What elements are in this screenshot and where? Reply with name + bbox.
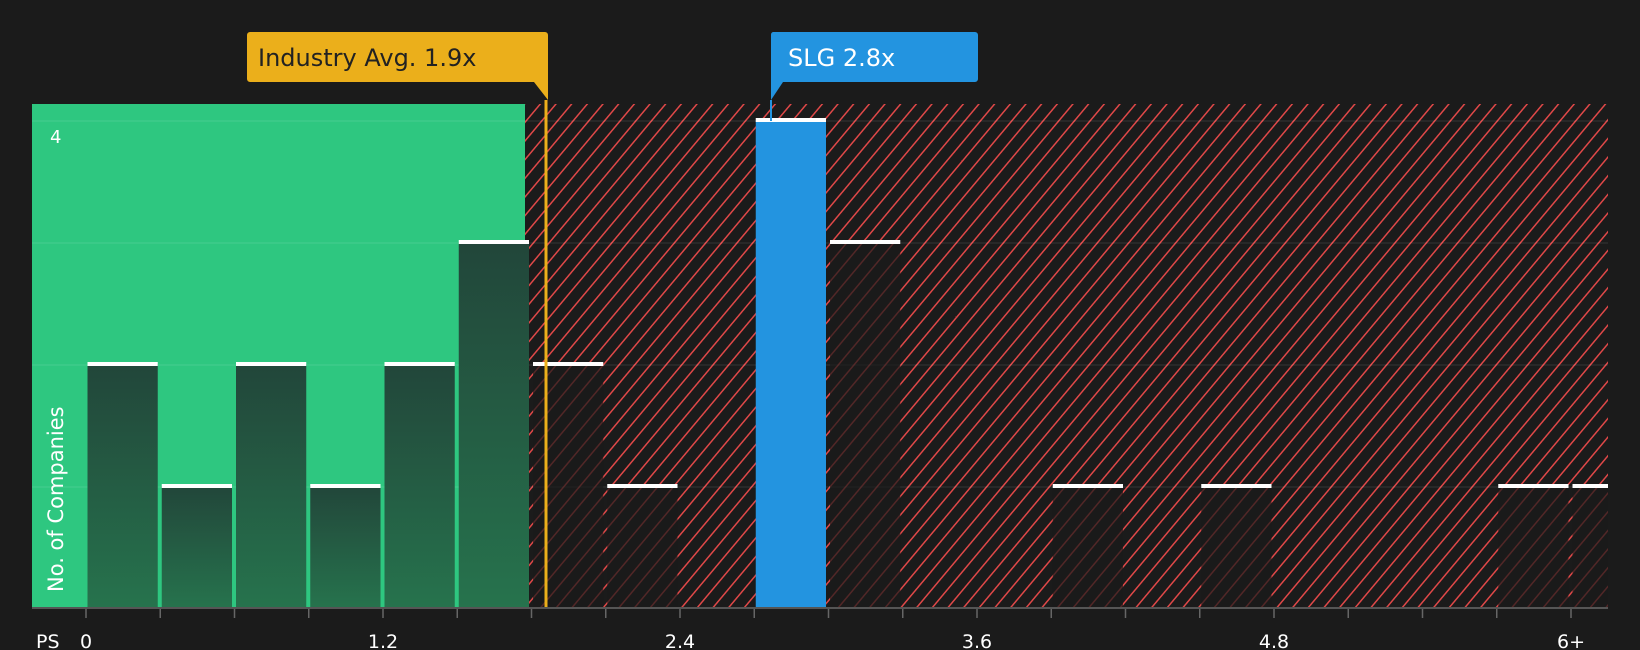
company-label: SLG 2.8x — [788, 44, 895, 72]
bar-cap — [830, 240, 901, 244]
bar-cap — [384, 362, 455, 366]
company-bar — [755, 120, 826, 608]
histogram-bar — [533, 364, 604, 608]
x-axis-ticks — [85, 609, 1572, 618]
histogram-bar — [1572, 486, 1608, 608]
bar-cap — [755, 118, 826, 122]
histogram-bar — [830, 242, 901, 608]
x-tick-label: 3.6 — [962, 631, 992, 650]
x-tick-label: 2.4 — [665, 631, 695, 650]
bar-cap — [1498, 484, 1569, 488]
bar-cap — [236, 362, 307, 366]
histogram-bar — [607, 486, 678, 608]
bar-cap — [87, 362, 158, 366]
x-axis-title: PS — [36, 631, 60, 650]
bar-cap — [1201, 484, 1272, 488]
bar-cap — [310, 484, 381, 488]
histogram-bar — [87, 364, 158, 608]
bars — [87, 118, 1608, 608]
histogram-bar — [161, 486, 232, 608]
histogram-bar — [458, 242, 529, 608]
y-axis-title: No. of Companies — [44, 406, 68, 592]
histogram-bar — [1201, 486, 1272, 608]
company-annotation: SLG 2.8x — [770, 32, 978, 100]
histogram-bar — [236, 364, 307, 608]
x-tick-label: 4.8 — [1259, 631, 1289, 650]
bar-cap — [458, 240, 529, 244]
histogram-bar — [1498, 486, 1569, 608]
industry-avg-label: Industry Avg. 1.9x — [258, 44, 476, 72]
bar-cap — [1572, 484, 1608, 488]
histogram-bar — [310, 486, 381, 608]
x-tick-label: 6+ — [1557, 631, 1585, 650]
x-tick-label: 0 — [80, 631, 92, 650]
y-tick-label: 4 — [50, 127, 61, 148]
bar-cap — [607, 484, 678, 488]
bar-cap — [533, 362, 604, 366]
histogram-bar — [384, 364, 455, 608]
histogram-bar — [1052, 486, 1123, 608]
bar-cap — [1052, 484, 1123, 488]
industry-avg-annotation: Industry Avg. 1.9x — [247, 32, 548, 100]
bar-cap — [161, 484, 232, 488]
x-tick-label: 1.2 — [368, 631, 398, 650]
